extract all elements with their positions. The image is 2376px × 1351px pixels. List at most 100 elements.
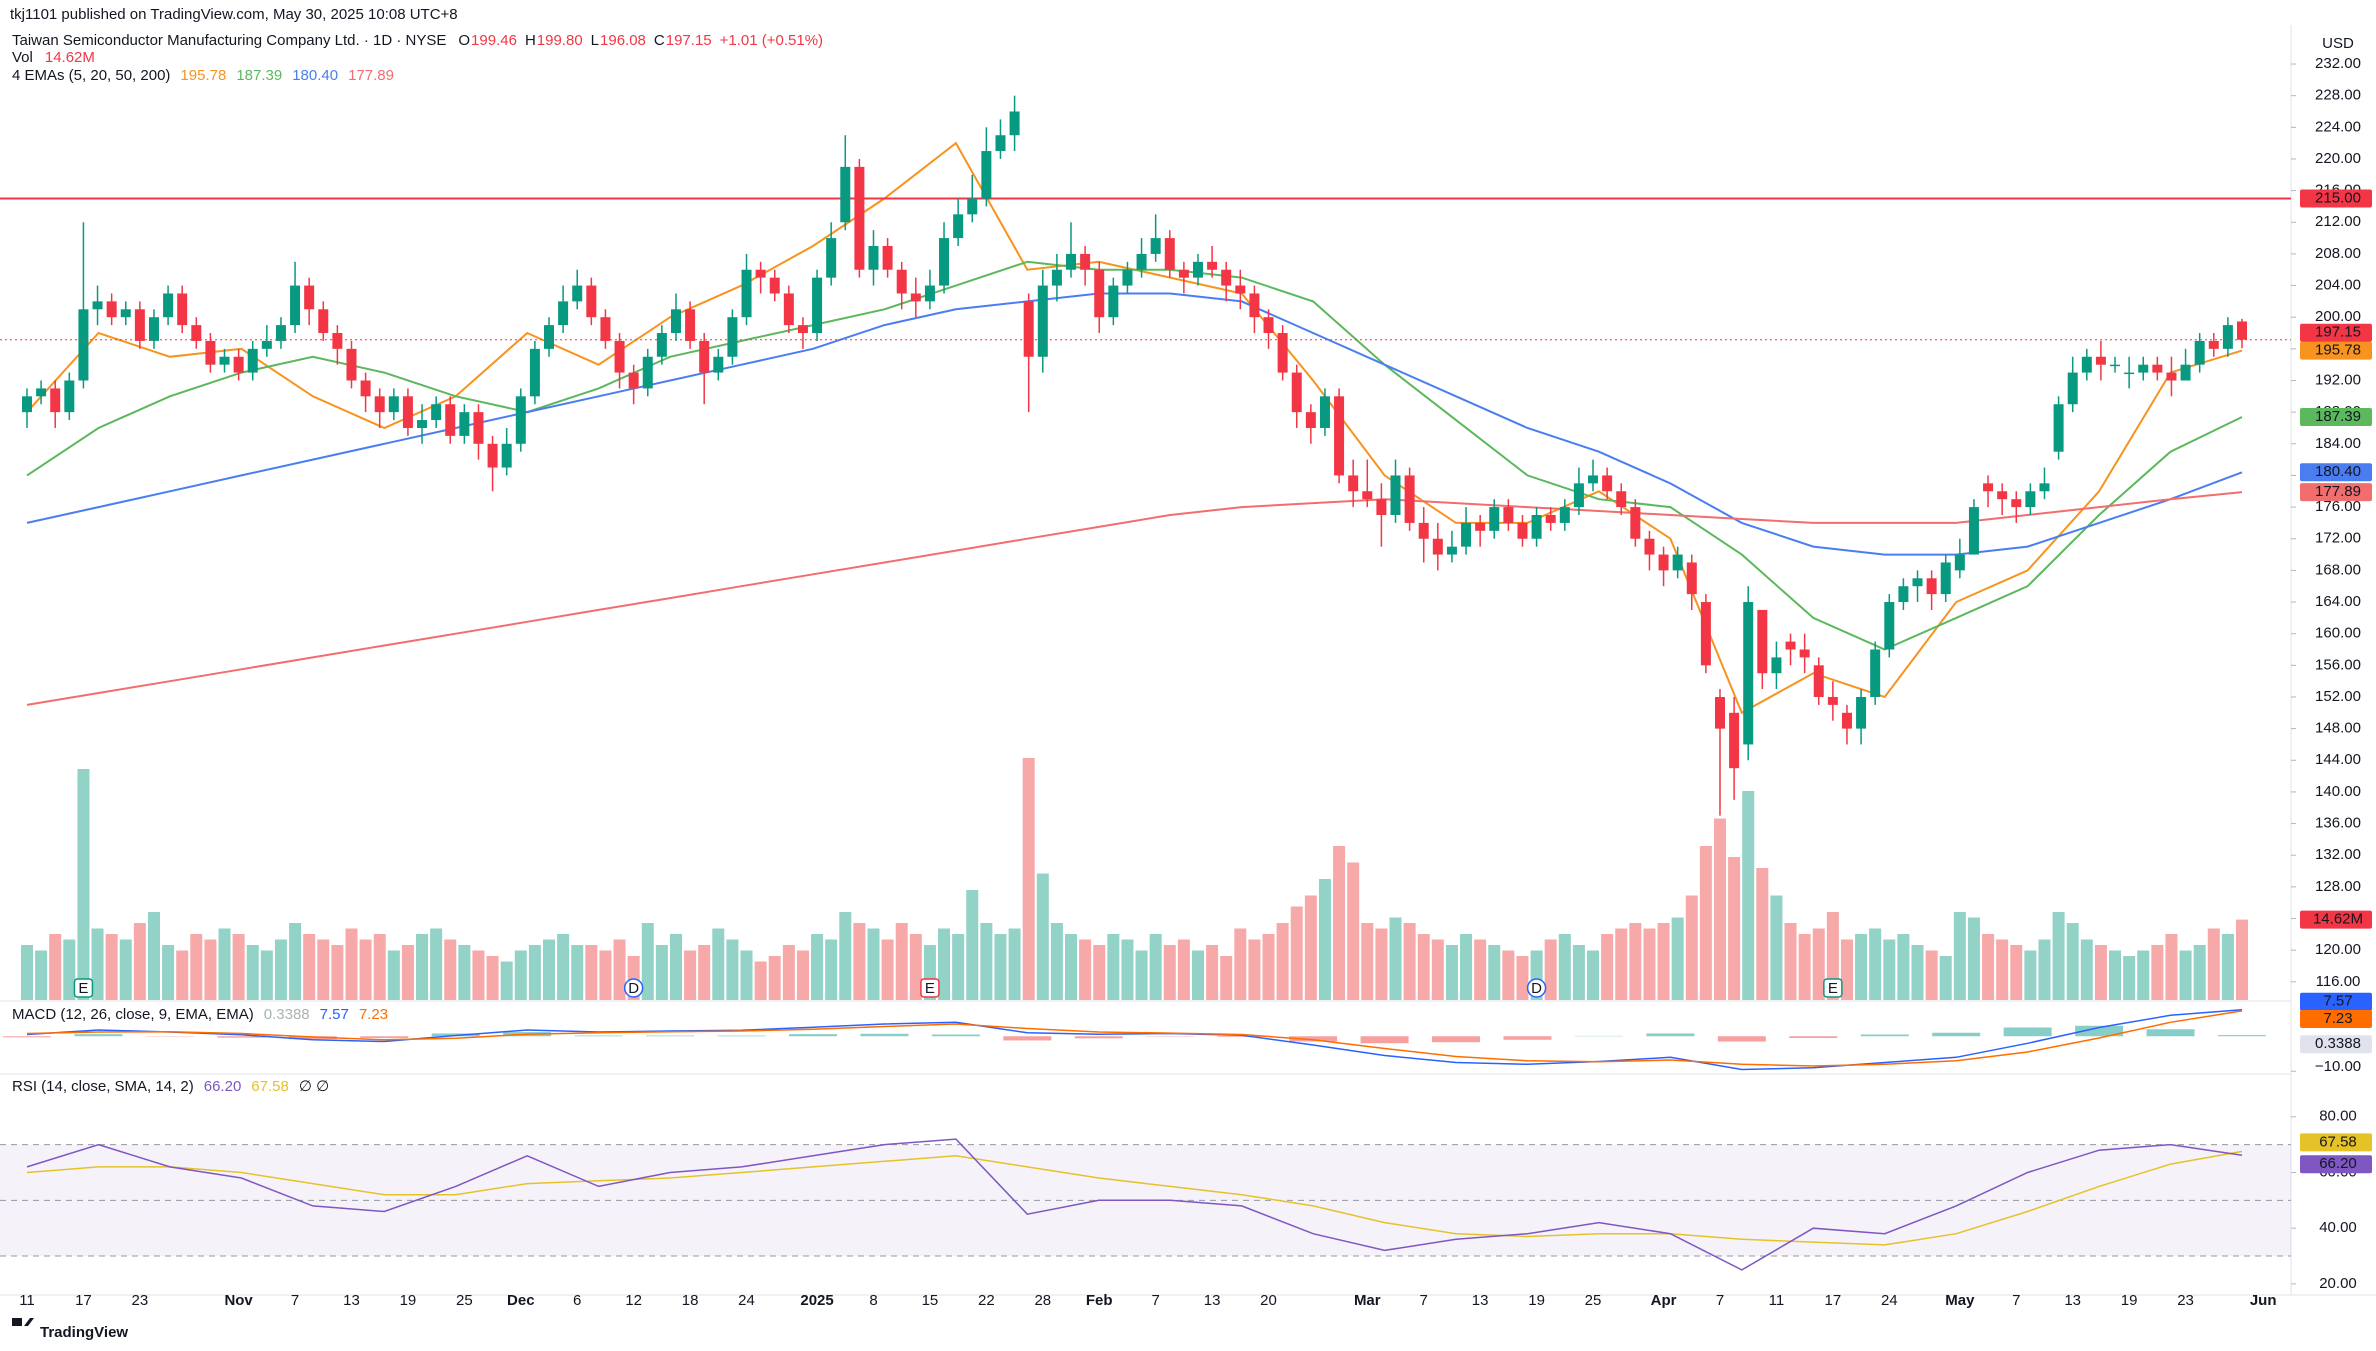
volume-bar (317, 939, 330, 1000)
candle-body (2110, 364, 2121, 367)
legend-item: Vol (12, 49, 33, 66)
macd-histogram-bar (1217, 1036, 1266, 1037)
x-tick-label: 19 (1528, 1292, 1545, 1309)
volume-bar (669, 934, 682, 1000)
volume-bar (1445, 945, 1458, 1000)
candle-body (1884, 602, 1895, 650)
candle-body (1023, 301, 1034, 357)
volume-bar (2109, 950, 2122, 1000)
candle-body (1926, 578, 1937, 595)
volume-bar (712, 928, 725, 1000)
y-tick-label: 136.00 (2315, 815, 2361, 832)
macd-last-label: 7.57 (2323, 993, 2352, 1010)
volume-bar (176, 950, 189, 1000)
volume-bar (796, 950, 809, 1000)
volume-bar (768, 956, 781, 1000)
y-tick-label: 172.00 (2315, 530, 2361, 547)
y-tick-label: 20.00 (2319, 1275, 2357, 1292)
volume-bar (1107, 934, 1120, 1000)
macd-histogram-last-label-badge (2300, 1035, 2372, 1054)
volume-bar (2137, 950, 2150, 1000)
candle-body (1461, 522, 1472, 547)
volume-bar (1417, 934, 1430, 1000)
volume-bar (2010, 945, 2023, 1000)
volume-bar (1869, 928, 1882, 1000)
volume-bar (486, 956, 499, 1000)
volume-bar (1333, 846, 1346, 1000)
candle-body (1404, 475, 1415, 523)
candle-body (332, 333, 343, 349)
y-tick-label: 232.00 (2315, 55, 2361, 72)
event-label: D (1531, 980, 1542, 997)
x-tick-label: 7 (1716, 1292, 1724, 1309)
volume-bar (91, 928, 104, 1000)
candle-body (106, 301, 117, 318)
legend-item: 199.80 (537, 32, 583, 49)
x-tick-label: 7 (2012, 1292, 2020, 1309)
last-price-label: 197.15 (2315, 324, 2361, 341)
volume-bar (1163, 945, 1176, 1000)
legend: RSI (14, close, SMA, 14, 2) 66.20 67.58 ∅ ∅ (12, 1078, 329, 1095)
candle-body (1051, 269, 1062, 286)
ema-line (26, 260, 2243, 651)
volume-bar (119, 939, 132, 1000)
candle-body (1178, 269, 1189, 278)
volume-bar (1389, 917, 1402, 1000)
candle-body (967, 198, 978, 215)
candle-body (558, 301, 569, 326)
volume-bar (373, 934, 386, 1000)
candle-body (614, 340, 625, 373)
candle-body (1122, 269, 1133, 286)
event-marker (623, 978, 644, 998)
candle-body (1531, 515, 1542, 539)
y-tick-label: 156.00 (2315, 656, 2361, 673)
y-tick-label: 220.00 (2315, 150, 2361, 167)
volume-bar (1318, 879, 1331, 1000)
macd-histogram-bar (2146, 1029, 2195, 1037)
candle-body (459, 412, 470, 436)
candle-body (572, 285, 583, 302)
event-label: E (78, 980, 88, 997)
candle-body (134, 309, 145, 341)
volume-bar (1121, 939, 1134, 1000)
legend: Taiwan Semiconductor Manufacturing Compa… (12, 32, 823, 49)
macd-last-label-badge (2300, 992, 2372, 1011)
candle-body (910, 293, 921, 302)
volume-bar (1093, 945, 1106, 1000)
x-tick-label: 28 (1034, 1292, 1051, 1309)
volume-bar (1798, 934, 1811, 1000)
x-tick-label: Feb (1086, 1292, 1113, 1309)
candle-body (360, 380, 371, 397)
volume-bar (1149, 934, 1162, 1000)
candle-body (1503, 507, 1514, 523)
volume-bar (218, 928, 231, 1000)
x-tick-label: 25 (456, 1292, 473, 1309)
x-tick-label: Dec (507, 1292, 535, 1309)
legend-item: 14.62M (45, 49, 95, 66)
x-tick-label: 17 (75, 1292, 92, 1309)
x-tick-label: 25 (1585, 1292, 1602, 1309)
volume-bar (1347, 862, 1360, 1000)
rsi-line (26, 1150, 2243, 1246)
volume-bar (2151, 945, 2164, 1000)
macd-histogram-bar (74, 1034, 123, 1037)
macd-line (26, 1010, 2243, 1067)
ema-last-label: 180.40 (2315, 463, 2361, 480)
x-tick-label: 6 (573, 1292, 581, 1309)
y-tick-label: 192.00 (2315, 371, 2361, 388)
volume-bar (1036, 873, 1049, 1000)
y-tick-label: 224.00 (2315, 118, 2361, 135)
volume-bar (1840, 939, 1853, 1000)
candle-body (1136, 253, 1147, 270)
x-tick-label: 13 (1204, 1292, 1221, 1309)
volume-bar (613, 939, 626, 1000)
ema-last-label: 187.39 (2315, 408, 2361, 425)
level-label: 215.00 (2315, 189, 2361, 206)
volume-bar (528, 945, 541, 1000)
volume-bar (839, 912, 852, 1000)
x-tick-label: 19 (2121, 1292, 2138, 1309)
volume-bar (740, 950, 753, 1000)
candle-body (1573, 483, 1584, 508)
volume-bar (2221, 934, 2234, 1000)
event-label: D (628, 980, 639, 997)
